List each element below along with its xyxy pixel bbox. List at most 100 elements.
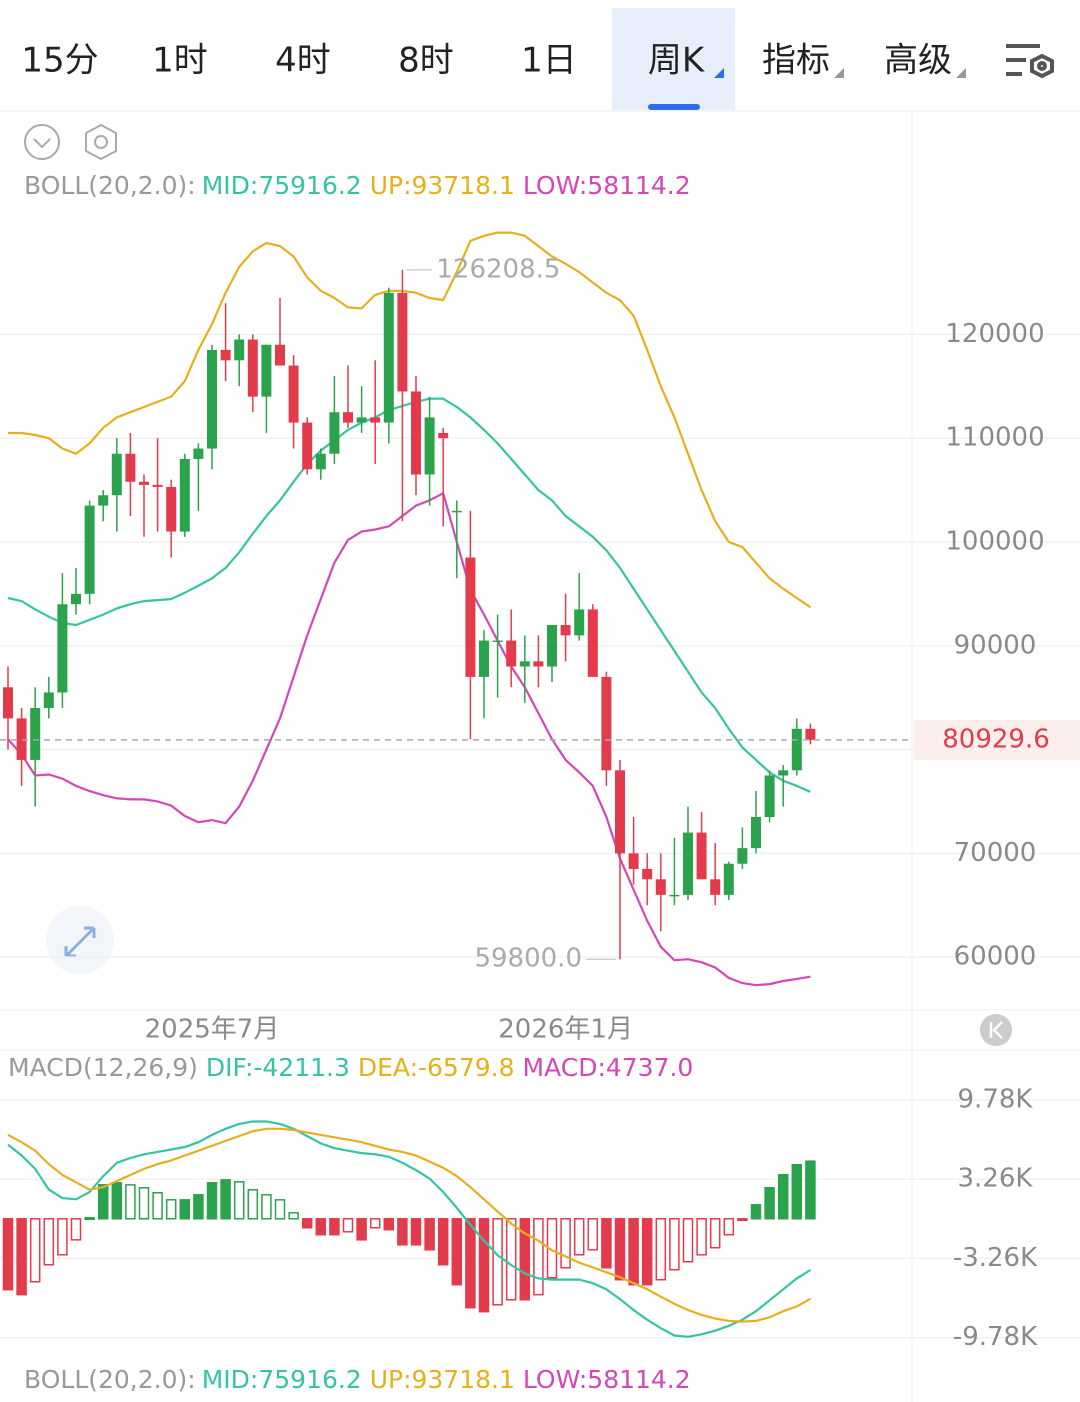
macd-bar xyxy=(519,1218,531,1301)
candle-body xyxy=(778,770,789,776)
macd-bar xyxy=(138,1187,150,1220)
macd-header: MACD(12,26,9) DIF:-4211.3 DEA:-6579.8 MACD:… xyxy=(8,1053,693,1082)
macd-bar xyxy=(614,1218,626,1281)
tab[interactable]: 高级 xyxy=(884,41,952,81)
macd-bar xyxy=(750,1204,762,1220)
tab[interactable]: 1日 xyxy=(521,41,577,81)
candle-body xyxy=(111,453,122,496)
settings-hex-icon[interactable] xyxy=(85,123,117,161)
macd-bar xyxy=(70,1218,82,1241)
tab-dropdown-mark xyxy=(714,68,724,78)
macd-bar xyxy=(16,1218,27,1296)
y-tick-label: 9.78K xyxy=(958,1084,1034,1114)
tab[interactable]: 1时 xyxy=(152,41,208,81)
macd-bar xyxy=(315,1218,327,1236)
tab[interactable]: 15分 xyxy=(21,41,98,81)
macd-bar xyxy=(410,1218,422,1246)
macd-bar xyxy=(478,1218,490,1313)
candle-body xyxy=(764,775,775,818)
tab[interactable]: 指标 xyxy=(762,41,830,81)
candle-body xyxy=(723,863,734,895)
active-tab-bg xyxy=(612,8,735,110)
indicator-line xyxy=(8,231,812,609)
macd-bar xyxy=(573,1218,585,1256)
tab[interactable]: 周K xyxy=(648,41,706,81)
candle-body xyxy=(628,853,639,869)
macd-bar xyxy=(437,1218,449,1266)
candle-body xyxy=(696,832,707,880)
macd-bar xyxy=(329,1218,340,1236)
macd-bar xyxy=(179,1199,191,1220)
candle-body xyxy=(506,640,517,667)
macd-bar xyxy=(206,1182,218,1220)
candle-body xyxy=(370,417,381,423)
candle-body xyxy=(139,481,149,485)
candle-body xyxy=(737,848,748,864)
candle-body xyxy=(43,692,54,709)
macd-bar xyxy=(233,1181,245,1220)
candle-body xyxy=(547,624,557,667)
candle-body xyxy=(207,349,217,449)
candle-body xyxy=(57,604,68,693)
candle-body xyxy=(179,458,190,532)
candle-body xyxy=(479,640,489,677)
boll-footer: BOLL(20,2.0): MID:75916.2 UP:93718.1 LOW:58… xyxy=(24,1365,691,1394)
macd-bar xyxy=(29,1218,41,1283)
candle-body xyxy=(574,609,585,636)
macd-bar xyxy=(709,1218,721,1249)
candle-body xyxy=(152,484,163,487)
candle-body xyxy=(669,894,680,897)
candle-body xyxy=(125,453,136,482)
candle-body xyxy=(275,344,285,366)
tab[interactable]: 8时 xyxy=(398,41,454,81)
macd-bar xyxy=(492,1218,503,1306)
macd-bar xyxy=(342,1218,354,1233)
tab[interactable]: 4时 xyxy=(275,41,331,81)
y-tick-label: 70000 xyxy=(954,838,1037,868)
candle-body xyxy=(16,718,27,760)
candle-body xyxy=(615,770,625,854)
macd-bar xyxy=(2,1218,14,1291)
x-tick-label: 2026年1月 xyxy=(498,1015,633,1045)
y-tick-label: -3.26K xyxy=(953,1243,1038,1273)
candle-body xyxy=(288,365,299,423)
candle-body xyxy=(519,661,530,667)
active-tab-underline xyxy=(648,104,700,110)
settings-icon[interactable] xyxy=(1006,44,1054,79)
candle-body xyxy=(751,817,761,849)
macd-bar xyxy=(274,1199,286,1220)
macd-bar xyxy=(805,1160,816,1220)
candle-body xyxy=(3,687,13,719)
macd-bar xyxy=(111,1182,123,1220)
max-marker-label: 126208.5 xyxy=(436,254,560,284)
y-tick-label: 120000 xyxy=(945,319,1044,349)
candle-body xyxy=(465,557,476,677)
scroll-latest-button[interactable] xyxy=(980,1014,1012,1046)
macd-bar xyxy=(165,1199,177,1220)
macd-bar xyxy=(791,1164,803,1220)
tab-dropdown-mark xyxy=(956,68,966,78)
y-tick-label: 60000 xyxy=(954,942,1037,972)
collapse-arrow xyxy=(33,138,51,149)
macd-bar xyxy=(125,1184,136,1220)
y-tick-label: 90000 xyxy=(954,630,1037,660)
macd-bar xyxy=(777,1174,789,1220)
candle-body xyxy=(356,417,367,423)
macd-bar xyxy=(383,1218,395,1231)
candle-body xyxy=(315,453,326,470)
macd-bar xyxy=(397,1218,408,1246)
macd-bar xyxy=(369,1218,381,1229)
candle-body xyxy=(642,868,653,880)
macd-bar xyxy=(193,1194,204,1220)
macd-bar xyxy=(247,1189,259,1220)
macd-bar xyxy=(424,1218,435,1251)
fullscreen-arrows xyxy=(64,926,96,958)
candle-body xyxy=(791,728,802,771)
candle-body xyxy=(411,391,421,475)
macd-bar xyxy=(737,1218,748,1222)
candle-body xyxy=(166,486,177,532)
candle-body xyxy=(397,292,408,392)
macd-bar xyxy=(451,1218,463,1286)
collapse-icon[interactable] xyxy=(24,124,60,160)
candle-body xyxy=(424,417,435,475)
